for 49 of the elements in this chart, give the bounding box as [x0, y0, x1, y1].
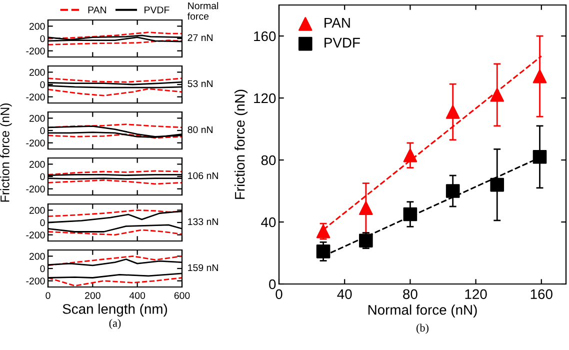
legend-label: PAN [324, 18, 350, 28]
x-tick-label: 600 [174, 292, 190, 299]
y-tick-label: 0 [269, 279, 276, 290]
y-tick-label: -200 [26, 94, 45, 100]
legend-label: PVDF [324, 38, 360, 48]
y-axis-title: Friction force (nN) [0, 103, 12, 202]
y-tick-label: 200 [29, 160, 45, 168]
y-tick-label: 0 [40, 219, 45, 226]
text: (a) [109, 319, 121, 330]
y-tick-label: 160 [254, 31, 276, 42]
y-tick-label: 200 [29, 68, 45, 76]
y-axis-title: Friction force (nN) [234, 90, 248, 199]
text: 133 nN [188, 218, 218, 226]
y-tick-label: 0 [40, 35, 45, 42]
y-tick-label: -200 [26, 278, 45, 284]
y-tick-label: 0 [40, 81, 45, 88]
legend-label: PAN [88, 6, 106, 14]
y-tick-label: 200 [29, 114, 45, 122]
y-tick-label: -200 [26, 232, 45, 238]
text: 53 nN [188, 80, 213, 88]
y-tick-label: -200 [26, 48, 45, 54]
text: 27 nN [188, 34, 213, 42]
x-tick-label: 0 [46, 292, 50, 299]
y-tick-label: 80 [261, 155, 276, 166]
x-axis-title: Normal force (nN) [368, 304, 477, 318]
y-tick-label: 40 [261, 217, 276, 228]
y-tick-label: 0 [40, 265, 45, 272]
x-tick-label: 160 [530, 289, 552, 300]
y-tick-label: -200 [26, 140, 45, 146]
text: 159 nN [188, 264, 218, 272]
y-tick-label: 0 [40, 173, 45, 180]
legend-label: PVDF [144, 6, 170, 14]
x-axis-title: Scan length (nm) [62, 304, 168, 317]
y-tick-label: 200 [29, 22, 45, 30]
text: 80 nN [188, 126, 213, 134]
x-tick-label: 40 [337, 289, 352, 300]
x-tick-label: 200 [85, 292, 100, 299]
text: 106 nN [188, 172, 218, 180]
x-tick-label: 400 [129, 292, 146, 299]
y-tick-label: 200 [29, 206, 45, 214]
y-tick-label: -200 [26, 186, 45, 192]
x-tick-label: 0 [276, 289, 282, 300]
x-tick-label: 120 [465, 289, 487, 300]
y-tick-label: 200 [29, 252, 45, 260]
y-tick-label: 120 [254, 93, 276, 104]
text: (b) [416, 324, 428, 334]
x-tick-label: 80 [403, 289, 418, 300]
y-tick-label: 0 [40, 127, 45, 134]
text: Normal force [188, 2, 218, 20]
